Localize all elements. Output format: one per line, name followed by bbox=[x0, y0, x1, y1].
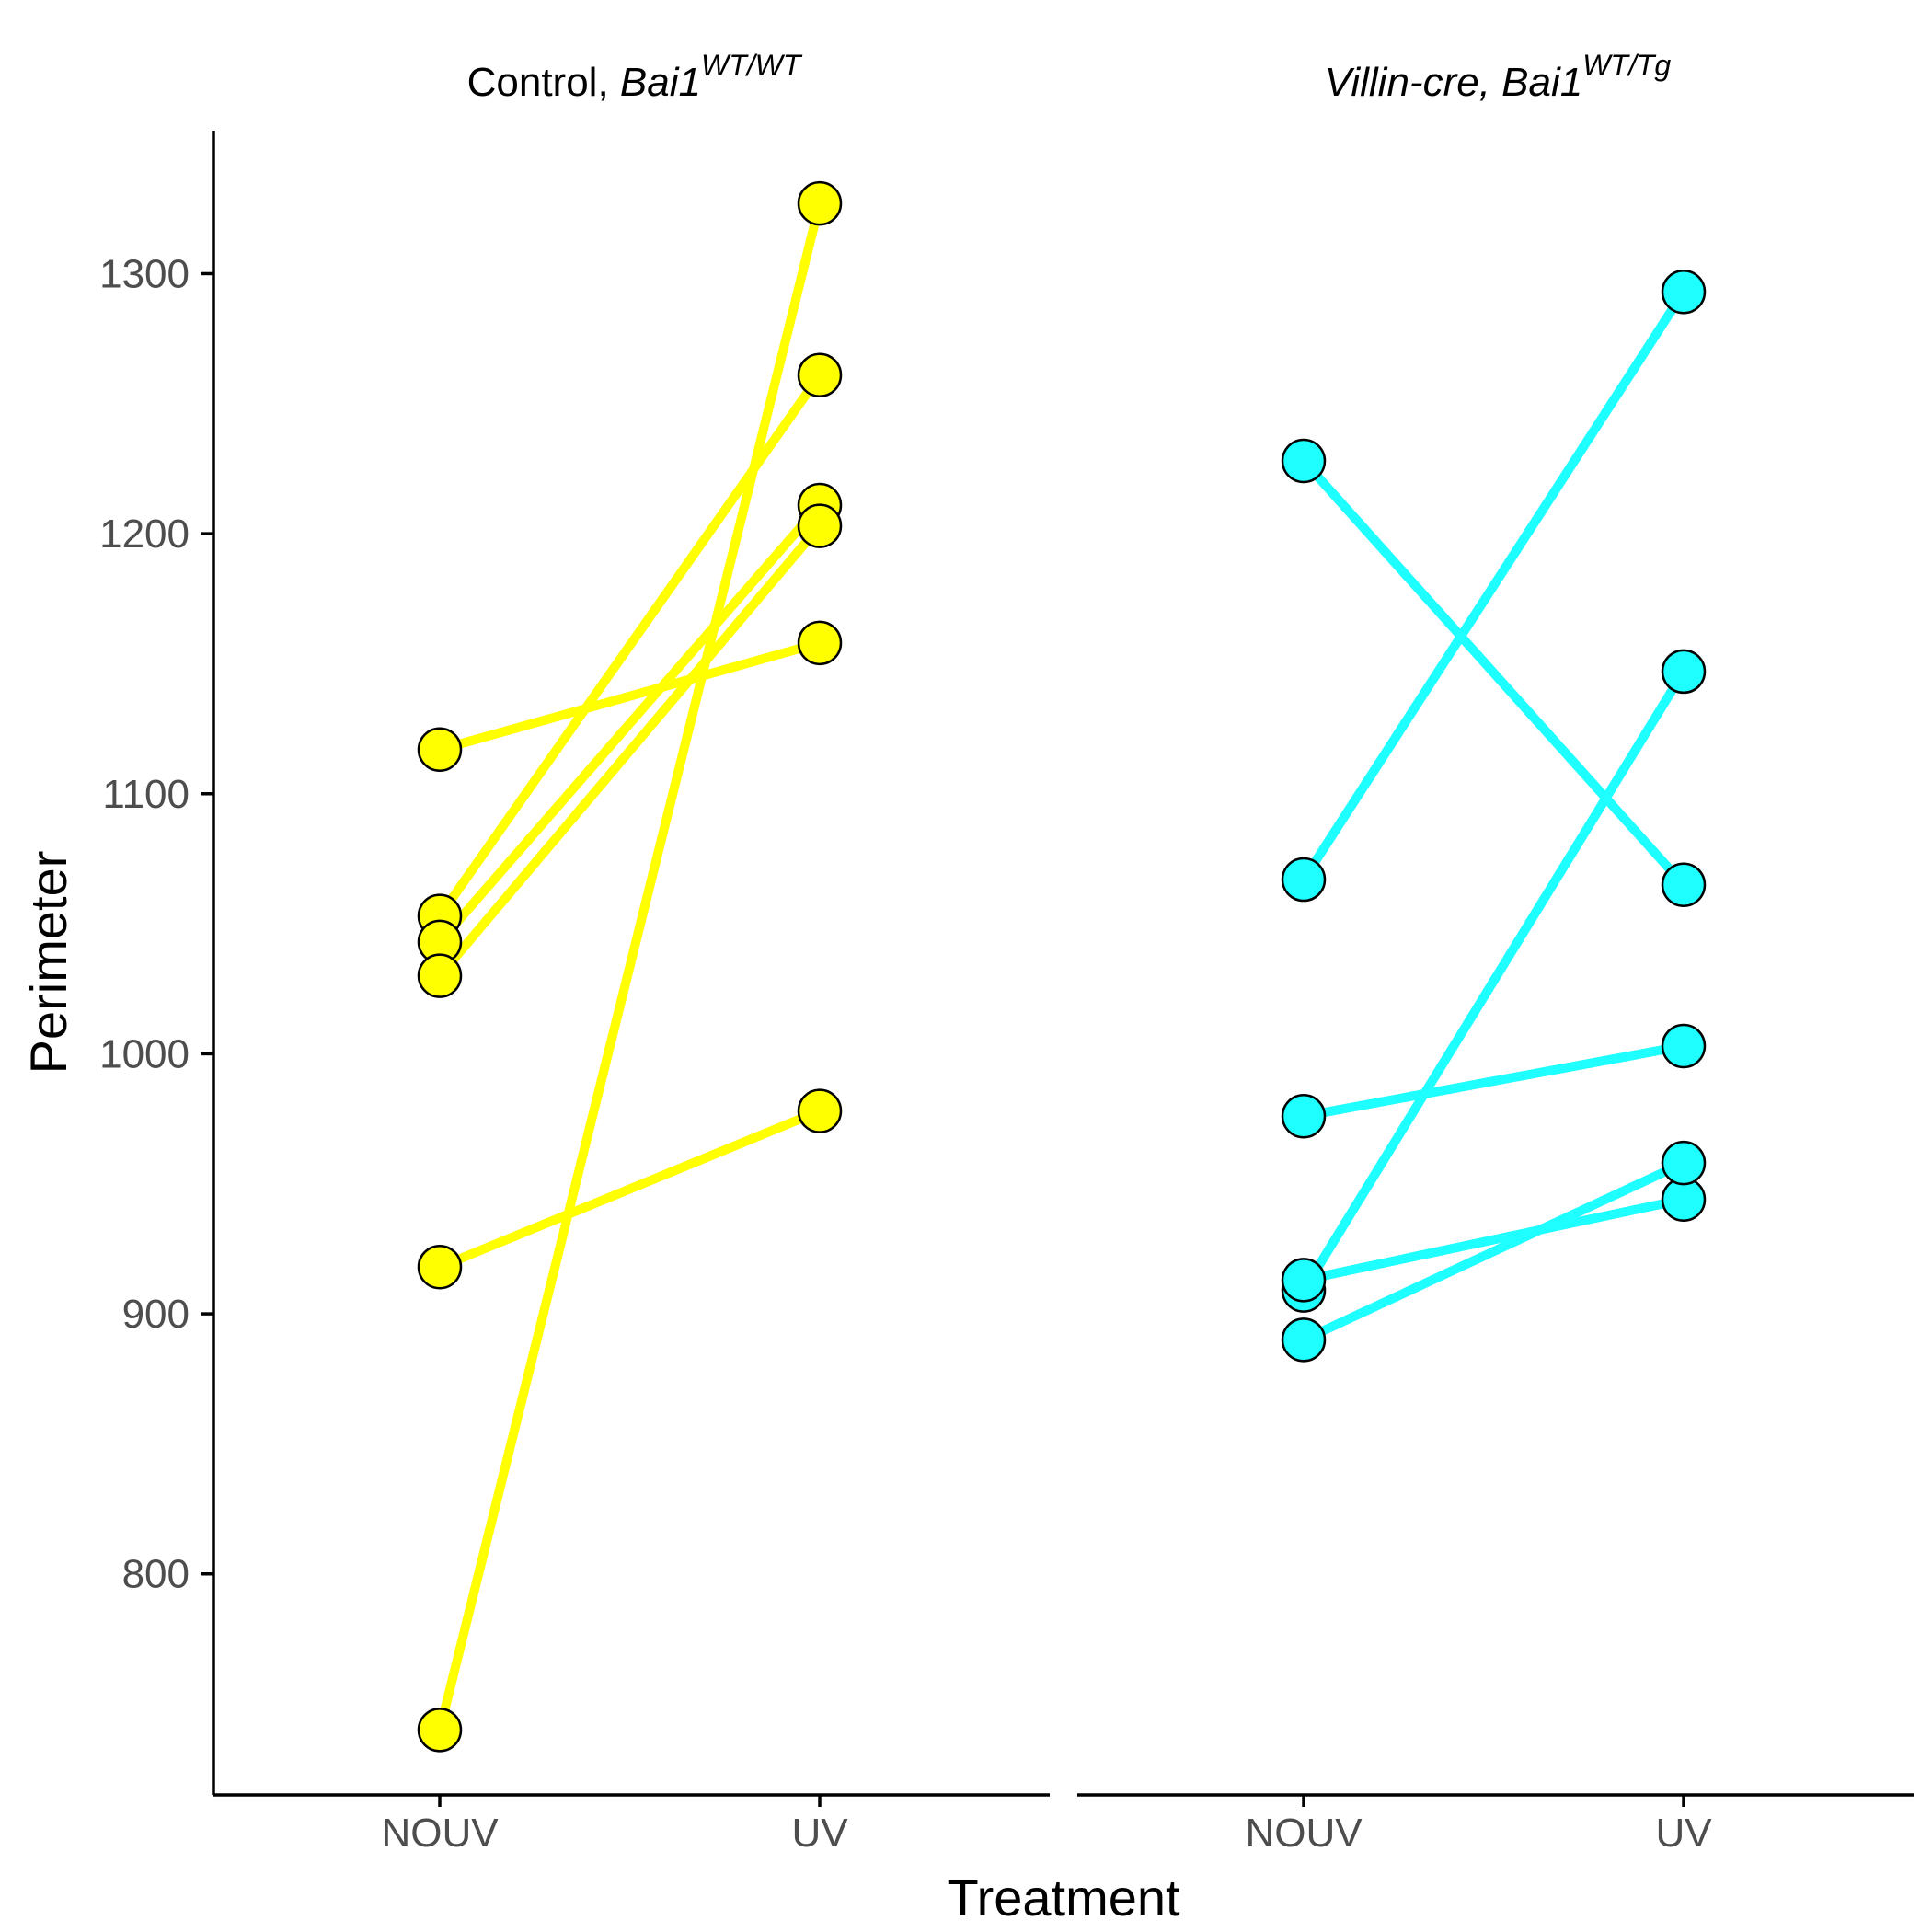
data-point bbox=[417, 1244, 463, 1290]
data-point bbox=[1661, 862, 1707, 907]
x-ticks: NOUV UV NOUV UV bbox=[381, 1795, 1712, 1856]
chart-panels bbox=[417, 180, 1707, 1753]
y-tick-label: 1000 bbox=[99, 1031, 190, 1076]
data-point bbox=[1661, 269, 1707, 315]
series-line bbox=[1299, 289, 1688, 882]
y-tick-label: 1300 bbox=[99, 251, 190, 296]
data-point bbox=[797, 1088, 843, 1133]
data-point bbox=[1281, 1094, 1327, 1139]
x-tick-label: UV bbox=[1655, 1811, 1712, 1856]
data-point bbox=[1281, 1258, 1327, 1303]
data-point bbox=[417, 1708, 463, 1753]
panel-1-lines bbox=[1299, 289, 1688, 1344]
panel-title-control-gene: Bai1 bbox=[620, 60, 701, 105]
y-tick-label: 800 bbox=[122, 1552, 190, 1597]
panel-title-control-plain: Control, bbox=[467, 60, 620, 105]
data-point bbox=[1661, 1023, 1707, 1069]
panel-title-control-genotype: WT/WT bbox=[701, 49, 803, 82]
series-line bbox=[1299, 669, 1688, 1294]
x-tick-label: NOUV bbox=[381, 1811, 499, 1856]
data-point bbox=[1661, 649, 1707, 695]
data-point bbox=[1661, 1140, 1707, 1186]
series-line bbox=[435, 201, 824, 1731]
panel-0-points bbox=[417, 180, 843, 1753]
x-axis-title: Treatment bbox=[947, 1869, 1180, 1926]
series-line bbox=[1302, 1194, 1685, 1285]
series-line bbox=[1300, 457, 1687, 889]
panel-1-points bbox=[1281, 269, 1707, 1363]
data-point bbox=[797, 503, 843, 548]
data-point bbox=[797, 620, 843, 666]
series-line bbox=[436, 523, 823, 979]
y-tick-label: 1100 bbox=[102, 772, 190, 817]
y-axis-title: Perimeter bbox=[19, 851, 77, 1075]
panel-0-lines bbox=[435, 201, 824, 1731]
series-line bbox=[438, 1106, 822, 1271]
y-tick-label: 1200 bbox=[99, 512, 190, 557]
data-point bbox=[797, 352, 843, 397]
series-line bbox=[435, 372, 824, 919]
y-ticks: 800 900 1000 1100 1200 1300 bbox=[99, 251, 213, 1597]
panel-title-villin: Villin-cre, Bai1WT/Tg bbox=[1325, 49, 1672, 105]
panel-title-villin-genotype: WT/Tg bbox=[1582, 49, 1671, 82]
series-line bbox=[438, 638, 822, 754]
series-line bbox=[1303, 1041, 1685, 1121]
data-point bbox=[797, 180, 843, 226]
data-point bbox=[417, 727, 463, 772]
panel-title-control: Control, Bai1WT/WT bbox=[467, 49, 803, 105]
x-tick-label: UV bbox=[791, 1811, 848, 1856]
panel-title-villin-gene: Villin-cre, Bai1 bbox=[1325, 60, 1582, 105]
data-point bbox=[417, 953, 463, 998]
x-tick-label: NOUV bbox=[1245, 1811, 1363, 1856]
series-line bbox=[1301, 1158, 1686, 1344]
y-tick-label: 900 bbox=[122, 1292, 190, 1337]
series-line bbox=[436, 501, 823, 946]
data-point bbox=[1281, 1317, 1327, 1363]
data-point bbox=[1281, 857, 1327, 903]
data-point bbox=[1281, 438, 1327, 484]
